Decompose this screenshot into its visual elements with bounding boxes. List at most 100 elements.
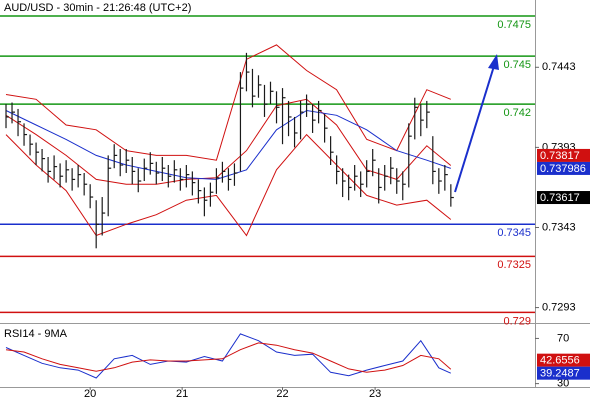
ohlc-bar — [209, 182, 214, 207]
ohlc-bar — [245, 52, 250, 92]
ohlc-bar — [257, 75, 262, 98]
ohlc-bar — [185, 165, 190, 188]
rsi-line — [5, 333, 452, 379]
value-tag — [537, 191, 590, 205]
ohlc-bar — [215, 168, 220, 194]
level-label: 0.7345 — [497, 227, 531, 239]
y-tick-label: 0.7343 — [542, 221, 576, 233]
ohlc-bar — [143, 158, 148, 182]
ohlc-bar — [197, 179, 202, 204]
ohlc-bar — [360, 171, 364, 198]
ohlc-bar — [191, 171, 196, 196]
ohlc-bar — [396, 168, 400, 194]
ohlc-bar — [113, 144, 118, 169]
value-tag-label: 0.73617 — [540, 192, 580, 204]
level-label: 0.729 — [503, 315, 531, 327]
ohlc-bar — [348, 174, 352, 201]
value-tag — [537, 353, 590, 367]
ohlc-bar — [35, 142, 40, 166]
plot-layer: 0.74430.73930.73430.72930.74750.7450.742… — [0, 15, 590, 400]
ohlc-bar — [89, 184, 94, 209]
ohlc-bar — [414, 97, 418, 140]
ohlc-bar — [137, 168, 142, 193]
ohlc-bar — [167, 165, 172, 188]
ohlc-bar — [317, 100, 322, 124]
ohlc-bar — [444, 165, 448, 191]
ohlc-bar — [251, 68, 256, 108]
value-tag-label: 0.73817 — [540, 150, 580, 162]
ohlc-bar — [287, 100, 292, 137]
ohlc-bar — [275, 91, 280, 124]
ohlc-bar — [281, 88, 286, 145]
ohlc-bar — [221, 161, 226, 183]
forecast-arrow — [454, 65, 495, 193]
ohlc-bar — [299, 100, 304, 140]
ohlc-bar — [29, 134, 34, 156]
level-label: 0.7325 — [497, 259, 531, 271]
ohlc-bar — [5, 104, 10, 129]
ohlc-bar — [426, 100, 430, 129]
value-tag — [537, 366, 590, 380]
ohlc-bar — [372, 148, 376, 177]
level-label: 0.742 — [503, 107, 531, 119]
indicator-line — [5, 98, 452, 185]
ohlc-bar — [131, 156, 136, 185]
ohlc-bar — [384, 165, 388, 191]
ohlc-bar — [342, 168, 346, 198]
ohlc-bar — [227, 168, 232, 191]
ohlc-bar — [203, 187, 208, 217]
ohlc-bar — [77, 165, 82, 188]
ohlc-bar — [95, 200, 100, 249]
ohlc-bar — [354, 165, 358, 191]
y-tick-label: 0.7443 — [542, 61, 576, 73]
ohlc-bar — [366, 160, 370, 188]
value-tag-label: 0.737986 — [540, 163, 586, 175]
ohlc-bar — [107, 155, 112, 217]
ohlc-bar — [125, 148, 130, 174]
ohlc-bar — [41, 148, 46, 172]
ohlc-bar — [53, 155, 58, 180]
ohlc-bar — [408, 123, 412, 188]
value-tag — [537, 148, 590, 162]
x-tick-label: 23 — [369, 388, 381, 400]
indicator-line — [5, 133, 452, 237]
chart-title: AUD/USD - 30min - 21:26:48 (UTC+2) — [4, 2, 191, 14]
ohlc-bar — [378, 168, 382, 204]
value-tag-label: 42.6556 — [540, 355, 580, 367]
ohlc-bar — [101, 197, 106, 236]
ohlc-bar — [17, 108, 22, 137]
ohlc-bar — [263, 84, 268, 117]
x-tick-label: 22 — [276, 388, 288, 400]
ohlc-bar — [269, 81, 274, 105]
x-tick-label: 21 — [176, 388, 188, 400]
y-tick-label: 70 — [557, 332, 569, 344]
value-tag-label: 39.2487 — [540, 368, 580, 380]
level-label: 0.745 — [503, 59, 531, 71]
ohlc-bar — [330, 136, 334, 166]
indicator-line — [5, 109, 451, 180]
ohlc-bar — [23, 123, 28, 146]
ohlc-bar — [47, 156, 52, 183]
ohlc-bar — [71, 168, 76, 191]
y-tick-label: 30 — [557, 378, 569, 390]
ohlc-bar — [173, 160, 178, 183]
ohlc-bar — [239, 72, 244, 172]
rsi-line — [5, 342, 452, 373]
arrow-head — [488, 54, 499, 70]
ohlc-bar — [324, 113, 328, 143]
x-tick-label: 20 — [84, 388, 96, 400]
level-label: 0.7475 — [497, 19, 531, 31]
ohlc-bar — [179, 168, 184, 191]
ohlc-bar — [390, 156, 394, 185]
indicator-line — [5, 44, 451, 161]
ohlc-bar — [119, 148, 124, 177]
ohlc-bar — [305, 94, 310, 117]
ohlc-bar — [450, 184, 454, 207]
ohlc-bar — [233, 163, 238, 186]
ohlc-bar — [293, 116, 298, 148]
ohlc-bar — [432, 136, 436, 185]
ohlc-bar — [149, 152, 154, 175]
ohlc-bar — [420, 104, 424, 137]
ohlc-bar — [336, 155, 340, 185]
